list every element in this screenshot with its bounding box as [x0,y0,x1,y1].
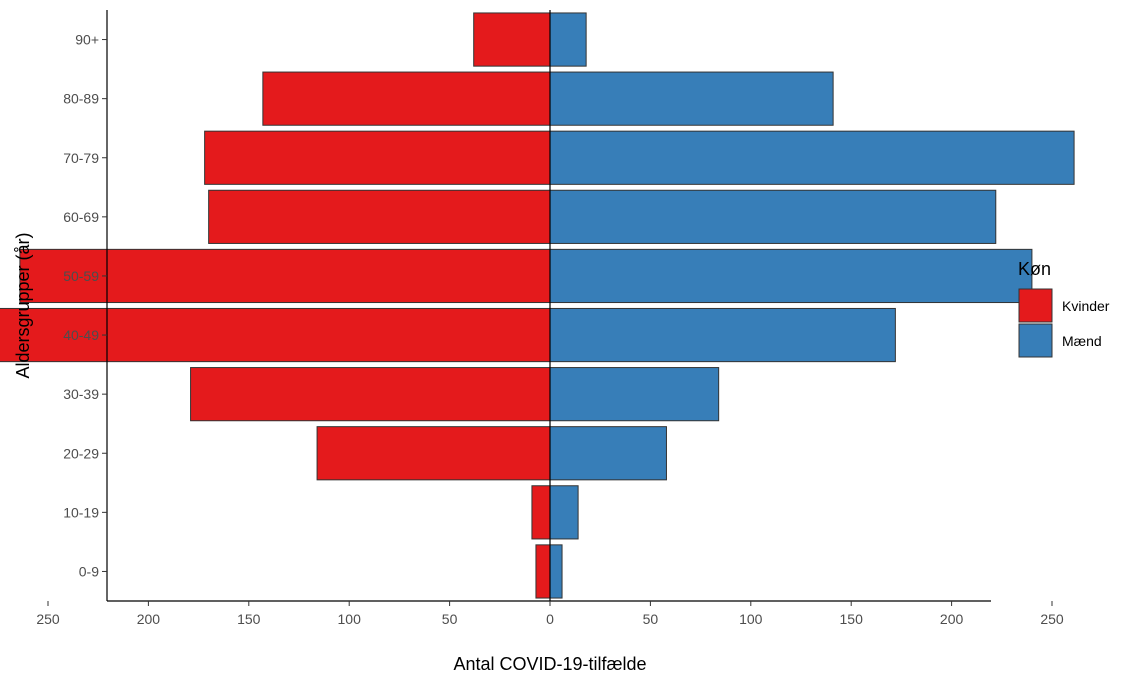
x-tick-label: 150 [840,611,864,627]
bar-kvinder-70-79 [204,130,551,185]
bar-kvinder-40-49 [0,307,551,363]
x-tick-label: 200 [940,611,964,627]
bar-kvinder-60-69 [208,189,551,244]
bar-kvinder-80-89 [262,71,551,126]
y-tick-label-90: 90+ [75,32,99,48]
bar-m-nd-60-69 [549,189,997,244]
bar-kvinder-10-19 [531,485,551,540]
bar-m-nd-20-29 [549,426,667,481]
y-tick-label-80-89: 80-89 [63,91,99,107]
x-tick-label: 50 [442,611,458,627]
bar-kvinder-90 [473,12,551,67]
x-tick-label: 150 [237,611,261,627]
x-axis-ticks: 4003503002502001501005005010015020025030… [36,601,1064,627]
bar-m-nd-70-79 [549,130,1075,185]
legend: Køn Kvinder Mænd [1018,259,1110,358]
legend-label-maend: Mænd [1062,333,1102,349]
x-tick-label: 50 [643,611,659,627]
bar-m-nd-50-59 [549,248,1033,304]
y-tick-label-50-59: 50-59 [63,268,99,284]
bar-m-nd-90 [549,12,587,67]
x-tick-label: 100 [338,611,362,627]
bars-layer [0,12,1075,599]
legend-swatch-maend [1018,323,1053,358]
bar-m-nd-30-39 [549,367,720,422]
bar-kvinder-0-9 [535,544,551,599]
y-tick-label-10-19: 10-19 [63,504,99,520]
bar-m-nd-80-89 [549,71,834,126]
legend-label-kvinder: Kvinder [1062,298,1110,314]
legend-swatch-kvinder [1018,288,1053,323]
x-tick-label: 200 [137,611,161,627]
x-tick-label: 100 [739,611,763,627]
y-tick-label-0-9: 0-9 [79,563,99,579]
legend-title: Køn [1018,259,1051,279]
bar-kvinder-50-59 [19,248,551,304]
y-axis-title: Aldersgrupper (år) [13,232,33,378]
y-tick-label-20-29: 20-29 [63,445,99,461]
bar-m-nd-0-9 [549,544,563,599]
x-tick-label: 250 [1040,611,1064,627]
y-axis-ticks: 0-9 10-19 20-29 30-39 40-49 50-59 60-69 70-79 80… [63,32,107,579]
bar-m-nd-10-19 [549,485,579,540]
x-tick-label: 250 [36,611,60,627]
bar-kvinder-20-29 [316,426,551,481]
y-tick-label-60-69: 60-69 [63,209,99,225]
y-tick-label-40-49: 40-49 [63,327,99,343]
y-tick-label-70-79: 70-79 [63,150,99,166]
bar-m-nd-40-49 [549,307,896,363]
y-tick-label-30-39: 30-39 [63,386,99,402]
x-tick-label: 0 [546,611,554,627]
bar-kvinder-30-39 [190,367,551,422]
x-axis-title: Antal COVID-19-tilfælde [453,654,646,674]
